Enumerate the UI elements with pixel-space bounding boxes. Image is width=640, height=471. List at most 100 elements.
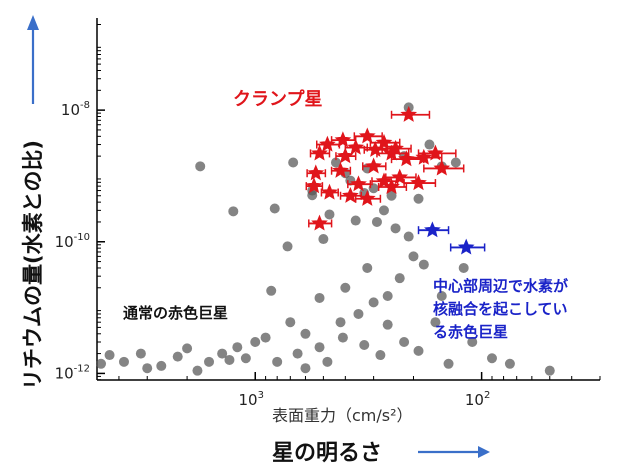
data-point [413,193,424,204]
data-point [399,337,410,348]
star-point [358,190,376,206]
x-tick-label: 103 [239,390,264,409]
data-point [292,348,303,359]
series-clump-stars [305,106,465,231]
star-point [383,178,400,195]
data-point [269,203,280,214]
data-point [390,223,401,234]
data-point [436,290,447,301]
y-major-ticks: 10-12 10-10 10-8 [55,100,105,382]
data-point [504,358,515,369]
star-point [319,135,336,152]
data-point [314,292,325,303]
data-point [232,342,243,353]
annotation-core-line-1: 中心部周辺で水素が [433,277,569,295]
annotation-clump: クランプ星 [233,88,322,110]
data-point [96,358,107,369]
data-point [359,340,370,351]
star-point [342,187,359,203]
data-point [353,308,364,319]
data-point [260,332,271,343]
data-point [156,360,167,371]
data-point [450,157,461,168]
star-point [410,174,427,191]
data-point [375,350,386,361]
y-tick-label: 10-10 [55,232,90,251]
data-point [182,343,193,354]
data-point [118,356,129,367]
data-point [413,345,424,356]
data-point [382,290,393,301]
series-gray-points [96,102,555,376]
star-point [332,161,349,178]
data-point [335,317,346,328]
series-core-stars [417,221,486,255]
star-point [311,214,328,231]
y-arrow-head-icon [27,15,39,30]
data-point [285,317,296,328]
star-point [387,139,404,156]
data-point [240,353,251,364]
x-axis-label: 表面重力（cm/s²） [272,406,413,425]
data-point [204,356,215,367]
annotation-core-line-3: る赤色巨星 [433,323,508,341]
star-point [307,164,325,181]
star-point [305,177,323,194]
data-point [228,206,239,217]
data-point [350,215,361,226]
star-point [336,147,354,164]
data-point [272,356,283,367]
data-point [135,348,146,359]
data-point [224,354,235,365]
data-point [371,216,382,227]
x-arrow-head-icon [478,446,490,458]
data-point [340,282,351,293]
data-point [403,231,414,242]
y-tick-label: 10-12 [55,363,90,382]
data-point [330,157,341,168]
star-point [321,183,338,200]
x-minor-ticks [96,376,601,380]
data-point [386,190,397,201]
star-point [347,138,365,155]
data-point [142,363,153,374]
data-point [324,209,335,220]
data-point [394,273,405,284]
star-point [398,150,415,167]
x-major-ticks: 103 102 [239,372,490,409]
data-point [362,262,373,273]
data-point [104,350,115,361]
data-point [266,285,277,296]
data-point [314,342,325,353]
y-axis-big-label: リチウムの量(水素との比) [21,140,45,390]
y-tick-label: 10-8 [61,100,90,119]
data-point [544,365,555,376]
data-point [368,297,379,308]
star-point [375,133,393,150]
data-point [217,348,228,359]
data-point [467,337,478,348]
star-point [433,159,451,176]
data-point [382,319,393,330]
annotation-normal: 通常の赤色巨星 [123,304,228,322]
data-point [172,351,183,362]
star-point [358,127,376,144]
data-point [430,317,441,328]
data-point [250,337,261,348]
star-point [457,238,475,255]
star-point [350,175,367,192]
data-point [424,139,435,150]
data-point [318,234,329,245]
star-point [311,144,328,161]
data-point [408,251,419,262]
data-point [458,262,469,273]
data-point [300,328,311,339]
data-point [300,363,311,374]
data-point [322,356,333,367]
x-tick-label: 102 [465,390,490,409]
data-point [337,332,348,343]
data-point [195,161,206,172]
data-point [288,157,299,168]
star-point [415,148,433,165]
